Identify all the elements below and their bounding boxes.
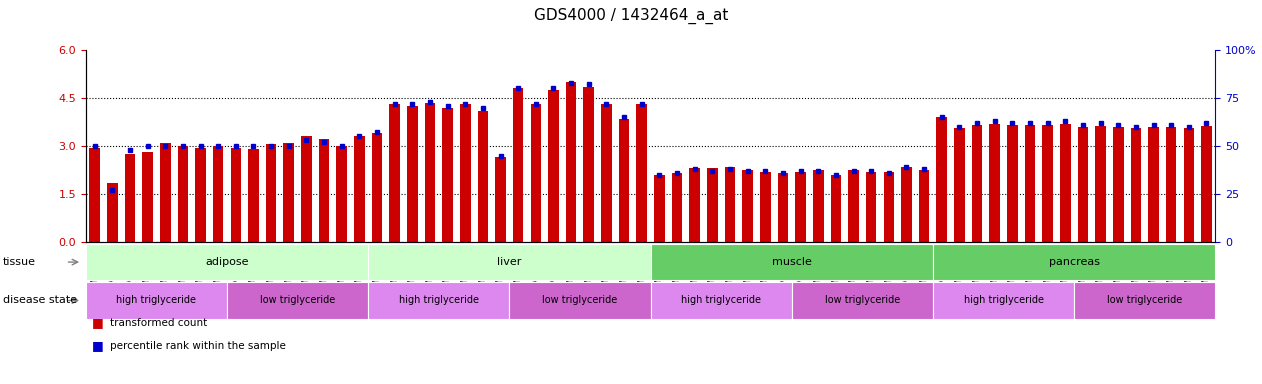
Bar [671, 173, 683, 242]
Bar [1201, 126, 1212, 242]
Bar [1078, 127, 1088, 242]
Bar [424, 103, 435, 242]
Bar [178, 146, 188, 242]
Bar [408, 106, 418, 242]
Bar [936, 117, 946, 242]
Bar [565, 82, 577, 242]
Bar [813, 170, 824, 242]
Text: low triglyceride: low triglyceride [824, 295, 900, 306]
Text: GDS4000 / 1432464_a_at: GDS4000 / 1432464_a_at [534, 8, 728, 24]
Text: low triglyceride: low triglyceride [260, 295, 336, 306]
Bar [337, 146, 347, 242]
Text: high triglyceride: high triglyceride [399, 295, 478, 306]
Bar [848, 170, 859, 242]
Text: high triglyceride: high triglyceride [116, 295, 197, 306]
Text: low triglyceride: low triglyceride [543, 295, 617, 306]
Bar [372, 133, 382, 242]
Bar [866, 172, 877, 242]
Bar [160, 143, 170, 242]
Bar [231, 147, 241, 242]
Text: adipose: adipose [206, 257, 249, 267]
Bar [654, 175, 665, 242]
Bar [249, 149, 259, 242]
Bar [548, 90, 559, 242]
Bar [707, 168, 718, 242]
Bar [1113, 127, 1123, 242]
Bar [459, 104, 471, 242]
Bar [919, 170, 929, 242]
Bar [636, 104, 647, 242]
Text: ■: ■ [92, 339, 103, 352]
Bar [618, 119, 630, 242]
Bar [883, 172, 893, 242]
Bar [724, 167, 736, 242]
Text: percentile rank within the sample: percentile rank within the sample [110, 341, 285, 351]
Bar [1042, 125, 1053, 242]
Bar [760, 172, 771, 242]
Text: high triglyceride: high triglyceride [963, 295, 1044, 306]
Text: disease state: disease state [3, 295, 77, 306]
Bar [1025, 125, 1035, 242]
Bar [495, 157, 506, 242]
Bar [355, 136, 365, 242]
Bar [989, 124, 1000, 242]
Text: tissue: tissue [3, 257, 35, 267]
Bar [390, 104, 400, 242]
Text: muscle: muscle [772, 257, 811, 267]
Bar [213, 146, 223, 242]
Bar [795, 172, 806, 242]
Bar [477, 111, 488, 242]
Text: ■: ■ [92, 316, 103, 329]
Bar [442, 108, 453, 242]
Bar [125, 154, 135, 242]
Bar [196, 147, 206, 242]
Bar [601, 104, 612, 242]
Bar [266, 144, 276, 242]
Text: liver: liver [497, 257, 521, 267]
Bar [972, 125, 982, 242]
Bar [302, 136, 312, 242]
Bar [742, 170, 753, 242]
Text: high triglyceride: high triglyceride [681, 295, 761, 306]
Bar [1131, 128, 1141, 242]
Bar [284, 143, 294, 242]
Bar [319, 139, 329, 242]
Bar [689, 168, 700, 242]
Bar [583, 87, 594, 242]
Bar [954, 128, 964, 242]
Bar [1007, 125, 1017, 242]
Text: transformed count: transformed count [110, 318, 207, 328]
Bar [530, 104, 541, 242]
Bar [143, 152, 153, 242]
Bar [90, 147, 100, 242]
Text: low triglyceride: low triglyceride [1107, 295, 1182, 306]
Bar [107, 183, 117, 242]
Bar [901, 167, 911, 242]
Bar [512, 88, 524, 242]
Text: pancreas: pancreas [1049, 257, 1099, 267]
Bar [1166, 127, 1176, 242]
Bar [1060, 124, 1070, 242]
Bar [830, 175, 842, 242]
Bar [1095, 126, 1106, 242]
Bar [1148, 127, 1159, 242]
Bar [777, 173, 789, 242]
Bar [1184, 128, 1194, 242]
